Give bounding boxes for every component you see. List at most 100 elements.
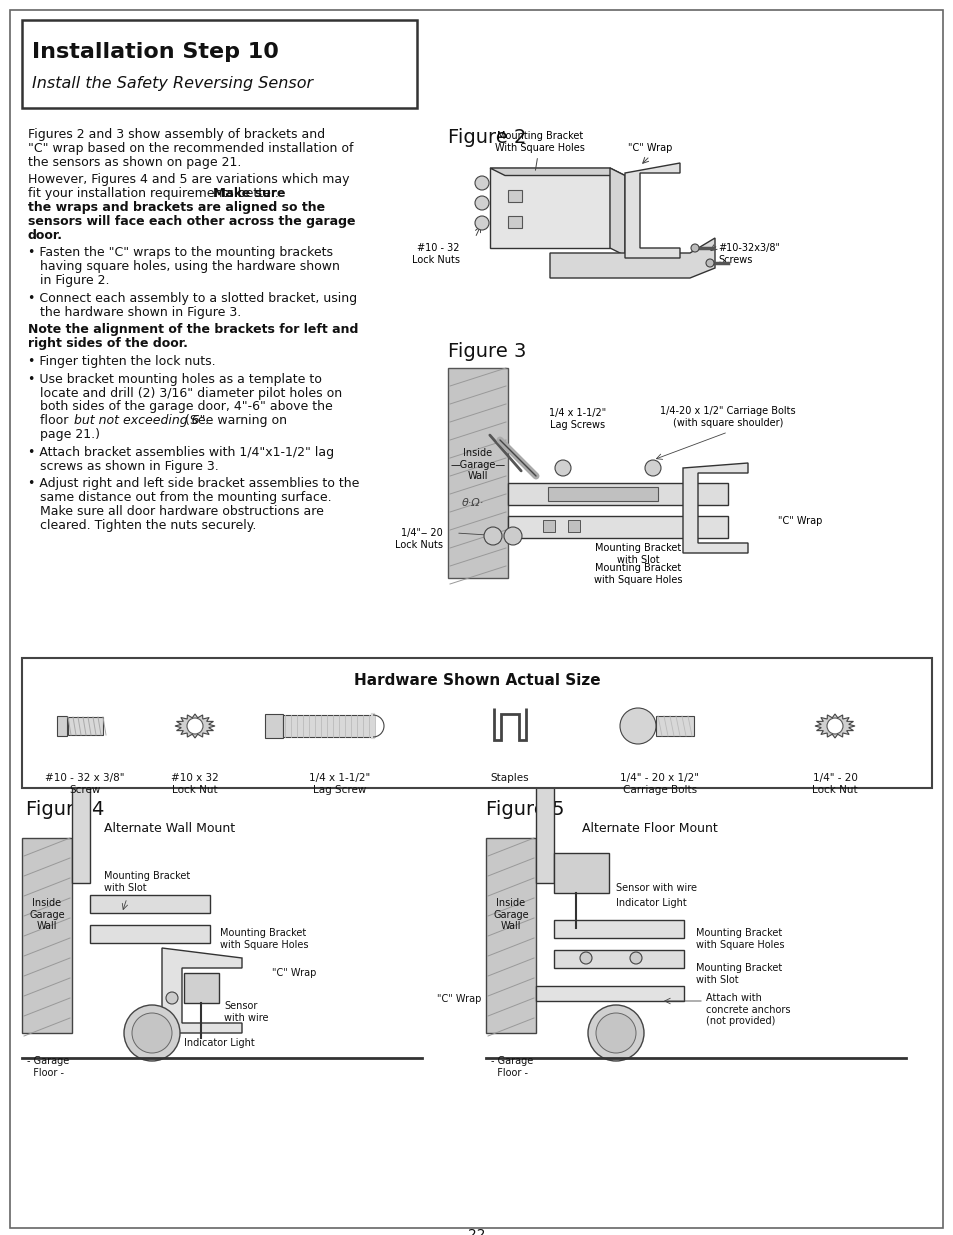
Text: locate and drill (2) 3/16" diameter pilot holes on: locate and drill (2) 3/16" diameter pilo… — [28, 387, 342, 400]
Text: Install the Safety Reversing Sensor: Install the Safety Reversing Sensor — [32, 77, 313, 91]
Text: • Attach bracket assemblies with 1/4"x1-1/2" lag: • Attach bracket assemblies with 1/4"x1-… — [28, 446, 334, 458]
Text: 22: 22 — [468, 1228, 485, 1235]
Circle shape — [579, 952, 592, 965]
Text: Mounting Bracket
with Square Holes: Mounting Bracket with Square Holes — [593, 563, 681, 584]
Text: cleared. Tighten the nuts securely.: cleared. Tighten the nuts securely. — [28, 519, 256, 532]
Circle shape — [187, 718, 203, 734]
Bar — [90, 895, 210, 913]
Bar — [71, 727, 90, 883]
Circle shape — [826, 718, 842, 734]
Text: #10-32x3/8"
Screws: #10-32x3/8" Screws — [718, 243, 780, 264]
Bar — [507, 216, 521, 228]
Text: Figure 3: Figure 3 — [448, 342, 526, 361]
Text: #10 x 32
Lock Nut: #10 x 32 Lock Nut — [171, 773, 218, 794]
Text: Mounting Bracket
with Slot: Mounting Bracket with Slot — [696, 963, 781, 984]
Text: Figure 2: Figure 2 — [448, 128, 526, 147]
Text: Make sure all door hardware obstructions are: Make sure all door hardware obstructions… — [28, 505, 323, 517]
Polygon shape — [490, 168, 624, 175]
Text: #10 - 32 x 3/8"
Screw: #10 - 32 x 3/8" Screw — [45, 773, 125, 794]
Bar — [656, 716, 693, 736]
Circle shape — [555, 459, 571, 475]
Polygon shape — [550, 238, 714, 278]
Text: the hardware shown in Figure 3.: the hardware shown in Figure 3. — [28, 305, 241, 319]
Text: (See warning on: (See warning on — [181, 414, 287, 427]
Text: "C" wrap based on the recommended installation of: "C" wrap based on the recommended instal… — [28, 142, 354, 154]
Bar — [536, 727, 554, 883]
Bar — [448, 368, 507, 578]
Text: Alternate Floor Mount: Alternate Floor Mount — [581, 823, 717, 835]
Bar — [554, 920, 683, 939]
Text: Sensor
with wire: Sensor with wire — [224, 1002, 268, 1023]
Text: fit your installation requirements better.: fit your installation requirements bette… — [28, 188, 283, 200]
Text: both sides of the garage door, 4"-6" above the: both sides of the garage door, 4"-6" abo… — [28, 400, 333, 414]
Bar — [542, 520, 555, 532]
Text: • Finger tighten the lock nuts.: • Finger tighten the lock nuts. — [28, 354, 215, 368]
Circle shape — [475, 216, 489, 230]
Text: θ·Ω·: θ·Ω· — [461, 498, 483, 508]
Text: "C" Wrap: "C" Wrap — [272, 968, 316, 978]
Bar — [507, 516, 727, 538]
Circle shape — [124, 1005, 180, 1061]
Bar — [22, 839, 71, 1032]
Circle shape — [132, 1013, 172, 1053]
Text: Hardware Shown Actual Size: Hardware Shown Actual Size — [354, 673, 599, 688]
Polygon shape — [57, 716, 67, 736]
Circle shape — [644, 459, 660, 475]
Text: 1/4" - 20 x 1/2"
Carriage Bolts: 1/4" - 20 x 1/2" Carriage Bolts — [619, 773, 699, 794]
Text: Mounting Bracket
With Square Holes: Mounting Bracket With Square Holes — [495, 131, 584, 170]
Text: • Use bracket mounting holes as a template to: • Use bracket mounting holes as a templa… — [28, 373, 321, 385]
Text: right sides of the door.: right sides of the door. — [28, 337, 188, 351]
Text: "C" Wrap: "C" Wrap — [627, 143, 672, 153]
Text: floor: floor — [28, 414, 72, 427]
Bar — [554, 853, 608, 893]
Bar — [547, 487, 658, 501]
Circle shape — [690, 245, 699, 252]
Bar — [567, 520, 579, 532]
Text: but not exceeding 6".: but not exceeding 6". — [73, 414, 209, 427]
Circle shape — [475, 196, 489, 210]
Text: page 21.): page 21.) — [28, 429, 100, 441]
Text: Mounting Bracket
with Slot: Mounting Bracket with Slot — [104, 872, 190, 893]
Circle shape — [483, 527, 501, 545]
Polygon shape — [162, 948, 242, 1032]
Bar — [507, 483, 727, 505]
Bar — [22, 20, 416, 107]
Text: "C" Wrap: "C" Wrap — [436, 994, 480, 1004]
Bar — [536, 986, 683, 1002]
Text: screws as shown in Figure 3.: screws as shown in Figure 3. — [28, 459, 218, 473]
Text: the wraps and brackets are aligned so the: the wraps and brackets are aligned so th… — [28, 201, 325, 214]
Text: Mounting Bracket
with Square Holes: Mounting Bracket with Square Holes — [696, 927, 783, 950]
Text: - Garage
  Floor -: - Garage Floor - — [27, 1056, 70, 1078]
Text: • Fasten the "C" wraps to the mounting brackets: • Fasten the "C" wraps to the mounting b… — [28, 247, 333, 259]
Text: 1/4 x 1-1/2"
Lag Screw: 1/4 x 1-1/2" Lag Screw — [309, 773, 370, 794]
Text: same distance out from the mounting surface.: same distance out from the mounting surf… — [28, 492, 332, 504]
Text: Indicator Light: Indicator Light — [616, 898, 686, 908]
Text: Inside
Garage
Wall: Inside Garage Wall — [30, 898, 65, 931]
Polygon shape — [682, 463, 747, 553]
Text: Figures 2 and 3 show assembly of brackets and: Figures 2 and 3 show assembly of bracket… — [28, 128, 325, 141]
Polygon shape — [814, 714, 854, 739]
Circle shape — [629, 952, 641, 965]
Circle shape — [596, 1013, 636, 1053]
Text: Note the alignment of the brackets for left and: Note the alignment of the brackets for l… — [28, 324, 358, 336]
Circle shape — [166, 992, 178, 1004]
Text: "C" Wrap: "C" Wrap — [778, 516, 821, 526]
Text: Alternate Wall Mount: Alternate Wall Mount — [104, 823, 235, 835]
Bar — [485, 839, 536, 1032]
Text: 1/4 x 1-1/2"
Lag Screws: 1/4 x 1-1/2" Lag Screws — [549, 409, 606, 430]
Bar — [90, 925, 210, 944]
Text: Staples: Staples — [490, 773, 529, 783]
Text: sensors will face each other across the garage: sensors will face each other across the … — [28, 215, 355, 227]
Circle shape — [587, 1005, 643, 1061]
Text: in Figure 2.: in Figure 2. — [28, 274, 110, 287]
Polygon shape — [609, 168, 624, 256]
Bar — [507, 190, 521, 203]
Bar — [22, 658, 931, 788]
Polygon shape — [174, 714, 214, 739]
Text: However, Figures 4 and 5 are variations which may: However, Figures 4 and 5 are variations … — [28, 173, 349, 186]
Bar — [184, 973, 219, 1003]
Text: #10 - 32
Lock Nuts: #10 - 32 Lock Nuts — [412, 243, 459, 264]
Text: Mounting Bracket
with Square Holes: Mounting Bracket with Square Holes — [220, 927, 308, 950]
Bar — [554, 950, 683, 968]
Text: Mounting Bracket
with Slot: Mounting Bracket with Slot — [595, 543, 680, 564]
